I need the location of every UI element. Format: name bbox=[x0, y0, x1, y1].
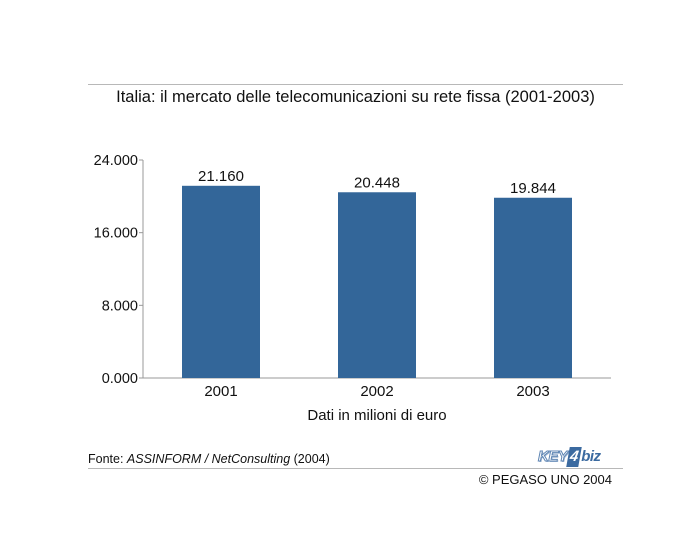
x-tick-label: 2001 bbox=[204, 383, 237, 400]
x-tick-label: 2003 bbox=[516, 383, 549, 400]
y-tick-label: 24.000 bbox=[94, 153, 138, 169]
source-year: (2004) bbox=[290, 452, 330, 466]
data-label: 21.160 bbox=[198, 168, 244, 185]
top-divider bbox=[88, 84, 623, 85]
logo-part-4: 4 bbox=[566, 447, 582, 467]
bottom-divider bbox=[88, 468, 623, 469]
y-tick-label: 0.000 bbox=[102, 371, 138, 387]
data-label: 19.844 bbox=[510, 180, 556, 197]
y-tick-label: 16.000 bbox=[94, 226, 138, 242]
bar-chart: 0.000 8.000 16.000 24.000 21.160 2001 20.448 20… bbox=[94, 153, 611, 424]
logo-part-biz: biz bbox=[581, 448, 601, 465]
bar-2003 bbox=[494, 197, 572, 378]
source-note: Fonte: ASSINFORM / NetConsulting (2004) bbox=[88, 452, 330, 466]
x-tick-label: 2002 bbox=[360, 383, 393, 400]
chart-title: Italia: il mercato delle telecomunicazio… bbox=[116, 88, 595, 106]
bar-2001 bbox=[182, 185, 260, 378]
source-name: ASSINFORM / NetConsulting bbox=[126, 452, 291, 466]
key4biz-logo: KEY 4biz bbox=[537, 447, 601, 467]
data-label: 20.448 bbox=[354, 174, 400, 191]
source-prefix: Fonte: bbox=[88, 452, 127, 466]
y-tick-label: 8.000 bbox=[102, 298, 138, 314]
copyright-notice: © PEGASO UNO 2004 bbox=[478, 472, 612, 487]
bar-2002 bbox=[338, 192, 416, 378]
x-axis-title: Dati in milioni di euro bbox=[307, 407, 446, 424]
logo-part-key: KEY bbox=[537, 448, 568, 466]
